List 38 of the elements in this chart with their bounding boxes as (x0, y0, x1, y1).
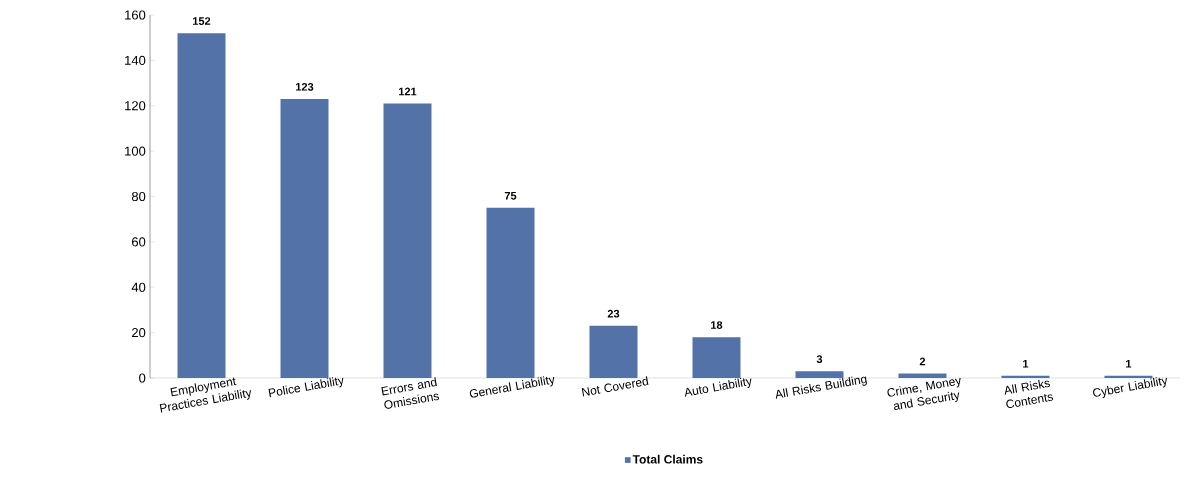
data-label: 2 (919, 357, 926, 366)
bar (486, 207, 535, 378)
y-tick-label: 20 (132, 328, 146, 338)
y-tick-label: 120 (125, 101, 146, 111)
bar (692, 337, 741, 378)
bar (383, 103, 432, 378)
data-label: 23 (607, 309, 620, 318)
y-tick-label: 0 (139, 373, 146, 383)
x-tick-label: All Risks Building (775, 376, 867, 399)
bar (177, 33, 226, 378)
y-tick-label: 160 (125, 10, 146, 20)
bar (795, 371, 844, 378)
x-tick-label: Not Covered (581, 376, 649, 397)
x-tick-label: Auto Liability (684, 377, 752, 397)
x-tick-label: All Risks Contents (1004, 379, 1054, 409)
y-tick-label: 40 (131, 282, 146, 292)
y-tick-label: 140 (125, 55, 146, 65)
x-tick-label: Errors and Omissions (381, 377, 440, 409)
data-label: 1 (1126, 359, 1132, 368)
x-tick-label: Crime, Money and Security (887, 377, 961, 411)
x-tick-label: Employment Practices Liability (159, 377, 252, 413)
y-tick-label: 80 (131, 191, 146, 202)
bar (280, 98, 329, 378)
data-label: 123 (296, 82, 314, 91)
data-label: 152 (193, 17, 211, 25)
data-label: 18 (711, 321, 723, 329)
x-tick-label: Police Liability (268, 377, 344, 398)
y-tick-label: 60 (132, 237, 146, 247)
y-tick-label: 100 (125, 146, 146, 156)
bar (589, 325, 638, 378)
x-tick-label: General Liability (469, 376, 555, 398)
data-label: 75 (504, 191, 517, 200)
data-label: 121 (399, 87, 417, 96)
x-tick-label: Cyber Liability (1093, 377, 1167, 399)
data-label: 3 (816, 355, 823, 363)
data-label: 1 (1023, 359, 1029, 368)
legend-label: Total Claims (632, 454, 703, 464)
bar (898, 373, 947, 378)
